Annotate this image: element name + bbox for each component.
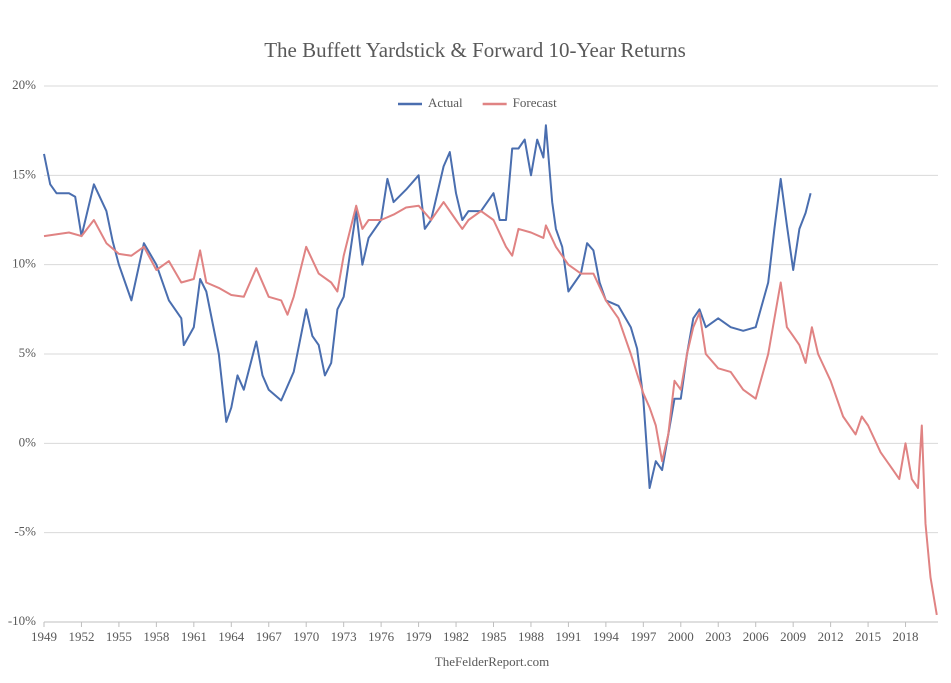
y-tick-label: -10% <box>8 613 36 628</box>
x-tick-label: 1988 <box>518 629 544 644</box>
series-line <box>43 201 938 616</box>
x-tick-label: 1958 <box>143 629 169 644</box>
x-tick-label: 1991 <box>555 629 581 644</box>
x-tick-label: 2000 <box>668 629 694 644</box>
x-tick-label: 1949 <box>31 629 57 644</box>
x-tick-label: 2012 <box>818 629 844 644</box>
y-tick-label: -5% <box>14 524 36 539</box>
x-tick-label: 1982 <box>443 629 469 644</box>
x-tick-label: 2006 <box>743 629 770 644</box>
x-tick-label: 1973 <box>331 629 357 644</box>
y-tick-label: 5% <box>19 345 37 360</box>
y-tick-label: 15% <box>12 166 36 181</box>
x-tick-label: 1976 <box>368 629 395 644</box>
x-tick-label: 1964 <box>218 629 245 644</box>
x-tick-label: 2009 <box>780 629 806 644</box>
source: TheFelderReport.com <box>435 654 549 669</box>
x-tick-label: 1994 <box>593 629 620 644</box>
x-tick-label: 2018 <box>893 629 919 644</box>
x-tick-label: 1967 <box>256 629 283 644</box>
x-tick-label: 1970 <box>293 629 319 644</box>
x-tick-label: 1961 <box>181 629 207 644</box>
x-tick-label: 2003 <box>705 629 731 644</box>
legend-label: Forecast <box>513 95 557 110</box>
x-tick-label: 1952 <box>68 629 94 644</box>
x-tick-label: 1985 <box>480 629 506 644</box>
y-tick-label: 10% <box>12 256 36 271</box>
x-tick-label: 1955 <box>106 629 132 644</box>
series-line <box>43 124 812 489</box>
x-tick-label: 2015 <box>855 629 881 644</box>
y-tick-label: 20% <box>12 77 36 92</box>
x-tick-label: 1979 <box>406 629 432 644</box>
chart-title: The Buffett Yardstick & Forward 10-Year … <box>264 38 686 62</box>
y-tick-label: 0% <box>19 434 37 449</box>
x-tick-label: 1997 <box>630 629 657 644</box>
legend-label: Actual <box>428 95 463 110</box>
